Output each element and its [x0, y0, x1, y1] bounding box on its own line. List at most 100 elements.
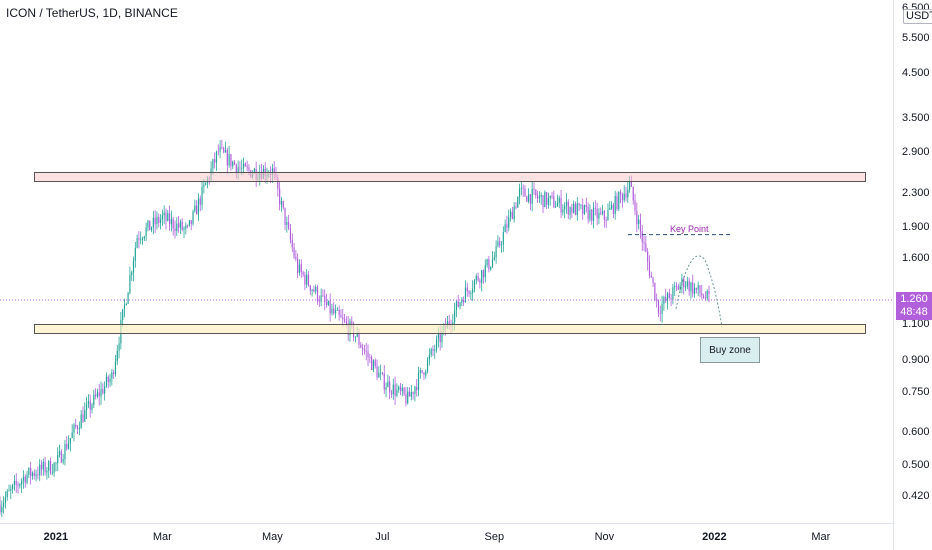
candle[interactable]	[69, 437, 71, 452]
candlestick-chart[interactable]	[0, 0, 893, 523]
plot-area[interactable]	[0, 0, 893, 523]
candle[interactable]	[491, 251, 494, 269]
candle[interactable]	[603, 209, 605, 228]
candle[interactable]	[136, 234, 138, 249]
candle[interactable]	[165, 208, 167, 230]
candle[interactable]	[488, 255, 490, 273]
candle[interactable]	[585, 197, 587, 213]
candle[interactable]	[91, 402, 93, 414]
candle[interactable]	[643, 235, 645, 252]
candle[interactable]	[4, 491, 7, 509]
candle[interactable]	[196, 200, 198, 215]
candle[interactable]	[49, 457, 52, 475]
candle[interactable]	[71, 424, 73, 439]
candle[interactable]	[432, 345, 434, 357]
candle[interactable]	[325, 293, 328, 308]
candle[interactable]	[149, 220, 151, 231]
candle[interactable]	[419, 367, 421, 379]
candle[interactable]	[647, 247, 649, 271]
candle[interactable]	[82, 406, 84, 423]
candle[interactable]	[560, 190, 562, 219]
candle[interactable]	[641, 225, 643, 251]
candle[interactable]	[430, 347, 432, 358]
candle[interactable]	[677, 283, 679, 290]
candle[interactable]	[686, 276, 688, 290]
candle[interactable]	[531, 181, 533, 212]
candle[interactable]	[457, 295, 459, 308]
candle[interactable]	[414, 385, 416, 402]
candle[interactable]	[421, 370, 423, 374]
candle[interactable]	[576, 197, 578, 221]
candle[interactable]	[618, 191, 620, 212]
candle[interactable]	[46, 467, 48, 480]
candle[interactable]	[504, 219, 506, 233]
currency-unit-label[interactable]: USDT	[903, 9, 932, 24]
candle[interactable]	[318, 295, 320, 308]
candle[interactable]	[194, 199, 196, 213]
candle[interactable]	[616, 192, 618, 211]
candle[interactable]	[632, 186, 634, 205]
candle[interactable]	[62, 453, 64, 465]
candle[interactable]	[309, 284, 311, 296]
candle[interactable]	[693, 283, 696, 298]
candle[interactable]	[571, 203, 573, 219]
candle[interactable]	[553, 190, 555, 209]
candle[interactable]	[8, 484, 10, 492]
candle[interactable]	[466, 282, 468, 297]
candle[interactable]	[408, 387, 411, 397]
candle[interactable]	[217, 144, 219, 156]
candle[interactable]	[701, 284, 703, 300]
candle[interactable]	[170, 210, 172, 232]
candle[interactable]	[168, 205, 171, 231]
candle[interactable]	[179, 219, 182, 234]
candle[interactable]	[459, 301, 461, 310]
candle[interactable]	[343, 314, 346, 324]
candle[interactable]	[594, 200, 596, 216]
candle[interactable]	[212, 158, 214, 175]
candle[interactable]	[468, 290, 470, 298]
candle[interactable]	[399, 382, 402, 396]
candle[interactable]	[542, 194, 544, 214]
candle[interactable]	[26, 471, 28, 485]
candle[interactable]	[48, 460, 50, 478]
candle[interactable]	[506, 215, 508, 234]
candle[interactable]	[304, 271, 306, 291]
candle[interactable]	[122, 308, 124, 327]
candle[interactable]	[526, 195, 528, 202]
candle[interactable]	[486, 258, 488, 268]
candle[interactable]	[574, 201, 577, 216]
candle[interactable]	[183, 226, 185, 238]
candle[interactable]	[35, 469, 37, 482]
candle[interactable]	[154, 210, 156, 233]
candle[interactable]	[374, 358, 376, 369]
candle[interactable]	[490, 266, 492, 271]
candle[interactable]	[634, 194, 636, 216]
candle[interactable]	[143, 235, 145, 242]
candle[interactable]	[672, 283, 674, 305]
candle[interactable]	[417, 366, 420, 397]
candle[interactable]	[44, 456, 46, 476]
candle[interactable]	[600, 207, 602, 216]
candle[interactable]	[302, 270, 304, 277]
candle[interactable]	[428, 348, 430, 366]
candle[interactable]	[333, 301, 335, 315]
candle[interactable]	[39, 458, 41, 482]
candle[interactable]	[426, 357, 429, 374]
candle[interactable]	[42, 458, 44, 476]
candle[interactable]	[293, 243, 295, 260]
candle[interactable]	[232, 160, 234, 170]
candle[interactable]	[123, 298, 126, 318]
candle[interactable]	[363, 344, 366, 355]
candle[interactable]	[53, 461, 55, 477]
candle[interactable]	[17, 481, 19, 494]
candle[interactable]	[435, 335, 438, 353]
candle[interactable]	[502, 226, 504, 253]
candle[interactable]	[226, 147, 228, 174]
candle[interactable]	[362, 343, 364, 356]
candle[interactable]	[385, 382, 387, 398]
candle[interactable]	[654, 282, 656, 302]
candle[interactable]	[656, 293, 658, 308]
candle[interactable]	[95, 388, 97, 400]
candle[interactable]	[547, 192, 550, 209]
candle[interactable]	[114, 354, 117, 377]
